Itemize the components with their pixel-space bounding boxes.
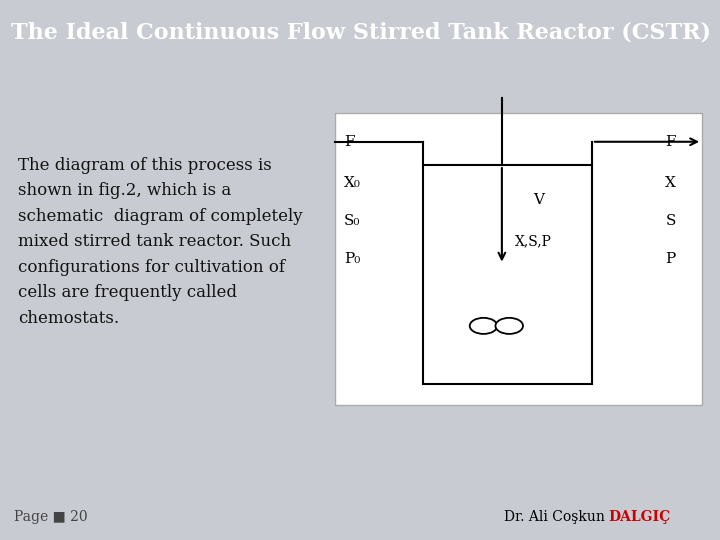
Text: S: S xyxy=(665,214,675,228)
Text: The Ideal Continuous Flow Stirred Tank Reactor (CSTR): The Ideal Continuous Flow Stirred Tank R… xyxy=(11,22,711,44)
Text: X₀: X₀ xyxy=(344,176,361,190)
Ellipse shape xyxy=(469,318,498,334)
Text: The diagram of this process is
shown in fig.2, which is a
schematic  diagram of : The diagram of this process is shown in … xyxy=(18,157,302,327)
Text: X: X xyxy=(665,176,676,190)
Ellipse shape xyxy=(495,318,523,334)
Text: F: F xyxy=(344,135,354,148)
Text: P₀: P₀ xyxy=(344,252,360,266)
Text: V: V xyxy=(533,193,544,207)
Text: P: P xyxy=(665,252,675,266)
Bar xyxy=(423,165,592,384)
Text: Dr. Ali Coşkun: Dr. Ali Coşkun xyxy=(504,510,609,524)
Text: DALGIÇ: DALGIÇ xyxy=(608,510,670,524)
Text: Page ■ 20: Page ■ 20 xyxy=(14,510,88,524)
Text: X,S,P: X,S,P xyxy=(515,234,552,248)
Bar xyxy=(335,112,702,405)
Text: F: F xyxy=(665,135,676,148)
Text: S₀: S₀ xyxy=(344,214,360,228)
